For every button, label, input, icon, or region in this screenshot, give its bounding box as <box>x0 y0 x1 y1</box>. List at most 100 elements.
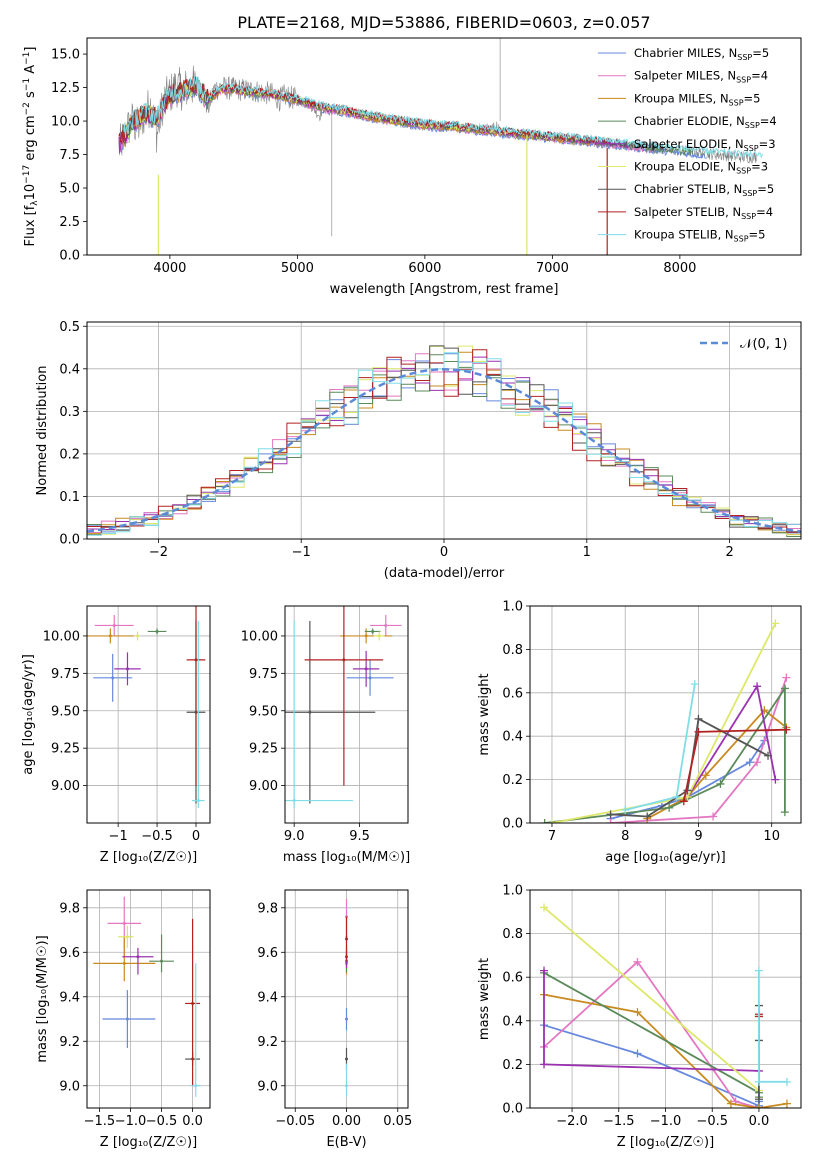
series-marker <box>771 775 780 784</box>
y-tick-label: 0.8 <box>502 927 523 942</box>
y-tick-label: 0.3 <box>59 405 80 420</box>
y-tick-label: 9.2 <box>257 1035 278 1050</box>
series-marker <box>547 819 556 823</box>
series-line-chabrier-elodie <box>544 685 786 823</box>
series-marker <box>679 797 688 806</box>
y-tick-label: 0.0 <box>502 817 523 832</box>
x-tick-label: −2 <box>149 545 168 560</box>
series-marker <box>606 810 615 819</box>
x-tick-label: 2 <box>725 545 733 560</box>
x-tick-label: −1.0 <box>650 1114 682 1129</box>
series-marker <box>694 727 703 736</box>
legend-label-rest: =5 <box>752 46 769 60</box>
y-tick-label: 9.8 <box>59 901 80 916</box>
data-point <box>122 961 126 965</box>
y-axis-label-part: s <box>23 91 38 102</box>
legend-label-sub: SSP <box>736 76 751 85</box>
y-axis-label-part: λ <box>30 200 40 206</box>
series-marker <box>764 751 773 760</box>
x-axis-label: Z [log₁₀(Z/Z☉)] <box>617 1135 714 1150</box>
x-axis-label: age [log₁₀(age/yr)] <box>605 850 726 865</box>
legend-label-rest: =4 <box>756 205 773 219</box>
y-tick-label: 9.50 <box>249 704 278 719</box>
data-point <box>122 921 126 925</box>
data-point <box>377 634 381 638</box>
data-point <box>108 634 112 638</box>
x-tick-label: 9.0 <box>284 829 305 844</box>
legend-label-rest: =3 <box>751 160 768 174</box>
y-axis-label-part: erg cm <box>23 115 38 164</box>
legend-label: Chabrier STELIB, NSSP=5 <box>634 182 774 198</box>
legend-label-text: Salpeter STELIB, N <box>634 205 741 219</box>
y-tick-label: 0.2 <box>59 447 80 462</box>
legend-label-text: Salpeter ELODIE, N <box>634 137 744 151</box>
panel-mass-vs-EBV: −0.05 0.00 0.05 9.0 9.2 9.4 9.6 9.8 E(B-V) <box>257 889 412 1150</box>
x-tick-label: −1 <box>292 545 311 560</box>
series-marker <box>780 808 789 817</box>
y-tick-label: 0.4 <box>502 730 523 745</box>
series-marker <box>754 966 763 975</box>
data-point <box>364 634 368 638</box>
y-tick-label: 0.8 <box>502 643 523 658</box>
plot-area <box>93 896 201 1097</box>
legend-label-sub: SSP <box>736 167 751 176</box>
data-point <box>292 799 296 803</box>
y-tick-label: 9.2 <box>59 1035 80 1050</box>
legend-label-rest: =5 <box>749 228 766 242</box>
y-axis-label-part: −17 <box>22 165 32 184</box>
data-point <box>111 676 115 680</box>
x-tick-label: −0.5 <box>146 1114 178 1129</box>
y-axis-label-part: −1 <box>22 78 32 91</box>
legend-label-rest: =4 <box>751 69 768 83</box>
series-line-kroupa-stelib <box>758 970 787 1083</box>
data-point <box>194 658 198 662</box>
x-tick-label: 9.5 <box>349 829 370 844</box>
legend-label-text: Chabrier MILES, N <box>634 46 737 60</box>
axes-frame <box>284 605 409 824</box>
data-point <box>136 634 140 638</box>
x-tick-label: −0.5 <box>696 1114 728 1129</box>
plot-area <box>87 345 801 539</box>
y-axis-label: mass weight <box>477 673 492 755</box>
data-point <box>371 629 375 633</box>
y-tick-label: 9.0 <box>59 1079 80 1094</box>
series-marker <box>782 1077 791 1086</box>
data-point <box>196 799 200 803</box>
y-tick-label: 0.1 <box>59 490 80 505</box>
legend-label-text: Salpeter MILES, N <box>634 69 736 83</box>
series-marker <box>665 803 674 812</box>
series-marker <box>716 779 725 788</box>
legend-label: Chabrier MILES, NSSP=5 <box>634 46 769 62</box>
series-marker <box>753 758 762 767</box>
series-marker <box>771 619 780 628</box>
series-marker <box>754 1077 763 1086</box>
plot-area <box>345 898 348 1097</box>
y-tick-label: 0.2 <box>502 1058 523 1073</box>
series-marker <box>754 1104 763 1108</box>
x-tick-label: 5000 <box>281 261 314 276</box>
series-marker <box>540 819 549 823</box>
data-point <box>345 1017 348 1021</box>
x-tick-label: 0.05 <box>383 1114 412 1129</box>
x-tick-label: −1.0 <box>115 1114 147 1129</box>
y-tick-label: 0.4 <box>59 362 80 377</box>
x-tick-label: 7 <box>548 829 556 844</box>
data-point <box>112 623 116 627</box>
legend-label-rest: =5 <box>757 182 774 196</box>
y-axis-label-part: ] <box>23 47 38 52</box>
panel-mass-weight-vs-age: 7 8 9 10 0.0 0.2 0.4 0.6 0.8 1.0 age [log₁₀(age/yr… <box>477 600 802 865</box>
legend-label: 𝒩(0, 1) <box>740 337 787 352</box>
y-tick-label: 9.00 <box>249 779 278 794</box>
x-tick-label: 0.0 <box>182 1114 203 1129</box>
y-axis-label-part: Flux [f <box>23 205 38 246</box>
data-point <box>342 658 346 662</box>
y-tick-label: 15.0 <box>51 48 80 63</box>
y-tick-label: 9.75 <box>249 667 278 682</box>
legend-label: Salpeter ELODIE, NSSP=3 <box>634 137 776 153</box>
series-marker <box>782 1099 791 1108</box>
y-axis-label: Flux [fλ10−17 erg cm−2 s−1 A−1] <box>22 47 40 247</box>
x-axis-label: Z [log₁₀(Z/Z☉)] <box>100 850 197 865</box>
x-axis-label: E(B-V) <box>326 1135 366 1150</box>
x-tick-label: −2.0 <box>556 1114 588 1129</box>
